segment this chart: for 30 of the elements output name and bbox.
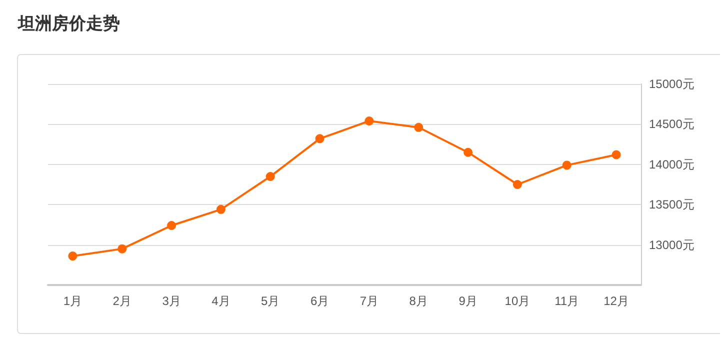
point — [414, 122, 424, 132]
y-tick-label: 15000元 — [649, 77, 694, 91]
point — [612, 150, 621, 160]
point — [167, 221, 176, 230]
point — [364, 116, 374, 126]
x-tick-label: 4月 — [212, 294, 230, 308]
point — [216, 204, 226, 214]
point — [68, 252, 78, 261]
point — [266, 172, 275, 181]
x-tick-label: 9月 — [458, 294, 478, 308]
point — [512, 180, 522, 189]
point — [118, 244, 127, 254]
y-tick-label: 13500元 — [649, 198, 694, 212]
point — [315, 134, 324, 144]
x-tick-label: 10月 — [504, 294, 530, 308]
y-tick-label: 14000元 — [649, 157, 694, 172]
x-tick-label: 1月 — [63, 294, 82, 308]
point — [464, 148, 473, 157]
point — [562, 160, 572, 170]
chart-title: 坦洲房价走势 — [18, 13, 120, 35]
y-tick-label: 13000元 — [649, 238, 694, 252]
x-tick-label: 12月 — [604, 294, 629, 308]
x-tick-label: 6月 — [310, 294, 330, 308]
x-tick-label: 5月 — [261, 294, 280, 308]
x-tick-label: 7月 — [360, 294, 379, 308]
x-tick-label: 11月 — [554, 294, 580, 308]
x-tick-label: 2月 — [112, 294, 132, 308]
x-tick-label: 3月 — [162, 294, 181, 308]
x-tick-label: 8月 — [409, 294, 428, 308]
y-tick-label: 14500元 — [649, 117, 694, 132]
